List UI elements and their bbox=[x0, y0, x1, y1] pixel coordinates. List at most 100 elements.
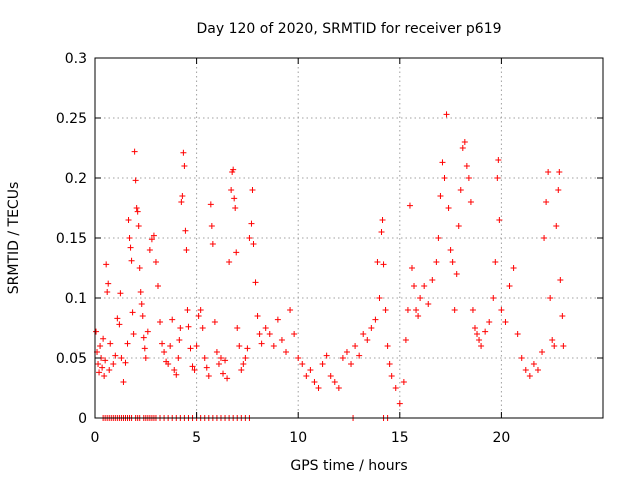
data-point bbox=[382, 307, 389, 313]
y-tick-label: 0.05 bbox=[56, 351, 87, 367]
data-point bbox=[217, 355, 224, 361]
data-point bbox=[447, 247, 454, 253]
data-point bbox=[118, 355, 125, 361]
data-point bbox=[469, 307, 476, 313]
data-point bbox=[112, 352, 119, 359]
data-point bbox=[233, 249, 240, 256]
data-point bbox=[457, 187, 464, 193]
data-point bbox=[152, 259, 159, 265]
data-point bbox=[230, 166, 237, 173]
x-tick-label: 10 bbox=[289, 430, 307, 446]
data-point bbox=[129, 309, 136, 316]
data-point bbox=[222, 357, 229, 364]
data-point bbox=[127, 244, 134, 251]
x-tick-label: 5 bbox=[192, 430, 201, 446]
data-point bbox=[191, 367, 198, 373]
data-point bbox=[291, 331, 298, 337]
data-point bbox=[557, 277, 564, 283]
data-point bbox=[413, 307, 420, 313]
data-point bbox=[135, 223, 142, 229]
data-point bbox=[461, 139, 468, 145]
data-point bbox=[392, 385, 399, 391]
data-point bbox=[510, 265, 517, 271]
data-point bbox=[518, 355, 525, 361]
data-point bbox=[177, 325, 184, 331]
data-point bbox=[209, 241, 216, 247]
data-point bbox=[184, 307, 191, 313]
data-point bbox=[107, 340, 114, 347]
data-point bbox=[148, 236, 155, 243]
data-point bbox=[451, 307, 458, 313]
data-point bbox=[433, 259, 440, 265]
data-point bbox=[364, 337, 371, 343]
data-point bbox=[299, 361, 306, 367]
data-point bbox=[238, 367, 245, 373]
data-point bbox=[352, 343, 359, 349]
data-point bbox=[311, 379, 318, 385]
data-point bbox=[105, 280, 112, 287]
data-point bbox=[203, 364, 210, 371]
data-point bbox=[128, 257, 135, 264]
data-point bbox=[553, 223, 560, 229]
data-point bbox=[278, 337, 285, 343]
data-point bbox=[117, 290, 124, 297]
data-point bbox=[173, 371, 180, 378]
data-point bbox=[144, 328, 151, 335]
data-point bbox=[189, 363, 196, 370]
data-point bbox=[133, 205, 140, 211]
data-point bbox=[283, 349, 290, 355]
x-tick-label: 20 bbox=[492, 430, 510, 446]
data-point bbox=[421, 283, 428, 289]
data-point bbox=[240, 361, 247, 367]
data-point bbox=[526, 373, 533, 379]
data-point bbox=[287, 307, 294, 313]
data-point bbox=[236, 343, 243, 349]
data-point bbox=[126, 235, 133, 241]
data-point bbox=[348, 361, 355, 367]
data-point bbox=[495, 157, 502, 163]
data-point bbox=[136, 265, 143, 271]
data-point bbox=[205, 373, 212, 379]
data-point bbox=[467, 199, 474, 205]
data-point bbox=[208, 223, 215, 229]
data-point bbox=[522, 367, 529, 373]
data-point bbox=[141, 345, 148, 352]
data-point bbox=[159, 340, 166, 347]
data-point bbox=[201, 355, 208, 361]
data-point bbox=[183, 247, 190, 253]
data-point bbox=[110, 361, 117, 367]
data-point bbox=[180, 149, 187, 156]
data-point bbox=[104, 289, 111, 295]
data-point bbox=[175, 355, 182, 361]
chart-title: Day 120 of 2020, SRMTID for receiver p61… bbox=[196, 21, 501, 37]
data-point bbox=[181, 163, 188, 169]
data-point bbox=[254, 313, 261, 319]
data-point bbox=[406, 202, 413, 209]
data-point bbox=[465, 175, 472, 181]
data-point bbox=[339, 355, 346, 361]
data-point bbox=[195, 313, 202, 319]
data-point bbox=[376, 295, 383, 301]
data-point bbox=[411, 283, 418, 289]
data-point bbox=[232, 205, 239, 211]
data-point bbox=[228, 187, 235, 193]
data-point bbox=[555, 187, 562, 193]
data-point bbox=[211, 319, 218, 325]
data-point bbox=[167, 343, 174, 349]
data-point bbox=[404, 307, 411, 313]
data-point bbox=[103, 261, 110, 268]
data-point bbox=[120, 379, 127, 385]
data-point bbox=[435, 235, 442, 241]
data-point bbox=[476, 337, 483, 343]
data-point bbox=[545, 169, 552, 175]
data-point bbox=[122, 359, 129, 366]
data-point bbox=[315, 385, 322, 391]
data-point bbox=[429, 277, 436, 283]
data-point bbox=[130, 331, 137, 337]
data-point bbox=[396, 400, 403, 407]
data-point bbox=[132, 177, 139, 184]
data-point bbox=[494, 175, 501, 181]
data-point bbox=[455, 223, 462, 229]
data-point bbox=[114, 315, 121, 322]
